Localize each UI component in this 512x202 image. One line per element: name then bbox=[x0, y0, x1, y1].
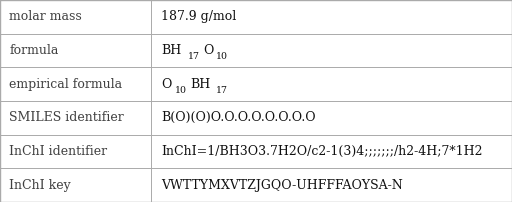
Text: BH: BH bbox=[161, 44, 182, 57]
Text: 17: 17 bbox=[187, 52, 199, 61]
Text: InChI identifier: InChI identifier bbox=[9, 145, 108, 158]
Text: 10: 10 bbox=[175, 86, 187, 95]
Text: molar mass: molar mass bbox=[9, 10, 82, 23]
Text: InChI=1/BH3O3.7H2O/c2-1(3)4;;;;;;;/h2-4H;7*1H2: InChI=1/BH3O3.7H2O/c2-1(3)4;;;;;;;/h2-4H… bbox=[161, 145, 483, 158]
Text: 10: 10 bbox=[216, 52, 228, 61]
Text: InChI key: InChI key bbox=[9, 179, 71, 192]
Text: 187.9 g/mol: 187.9 g/mol bbox=[161, 10, 237, 23]
Text: O: O bbox=[203, 44, 214, 57]
Text: SMILES identifier: SMILES identifier bbox=[9, 111, 124, 124]
Text: VWTTYMXVTZJGQO-UHFFFAOYSA-N: VWTTYMXVTZJGQO-UHFFFAOYSA-N bbox=[161, 179, 403, 192]
Text: empirical formula: empirical formula bbox=[9, 78, 122, 91]
Text: B(O)(O)O.O.O.O.O.O.O.O: B(O)(O)O.O.O.O.O.O.O.O bbox=[161, 111, 316, 124]
Text: O: O bbox=[161, 78, 172, 91]
Text: formula: formula bbox=[9, 44, 58, 57]
Text: BH: BH bbox=[190, 78, 210, 91]
Text: 17: 17 bbox=[216, 86, 228, 95]
